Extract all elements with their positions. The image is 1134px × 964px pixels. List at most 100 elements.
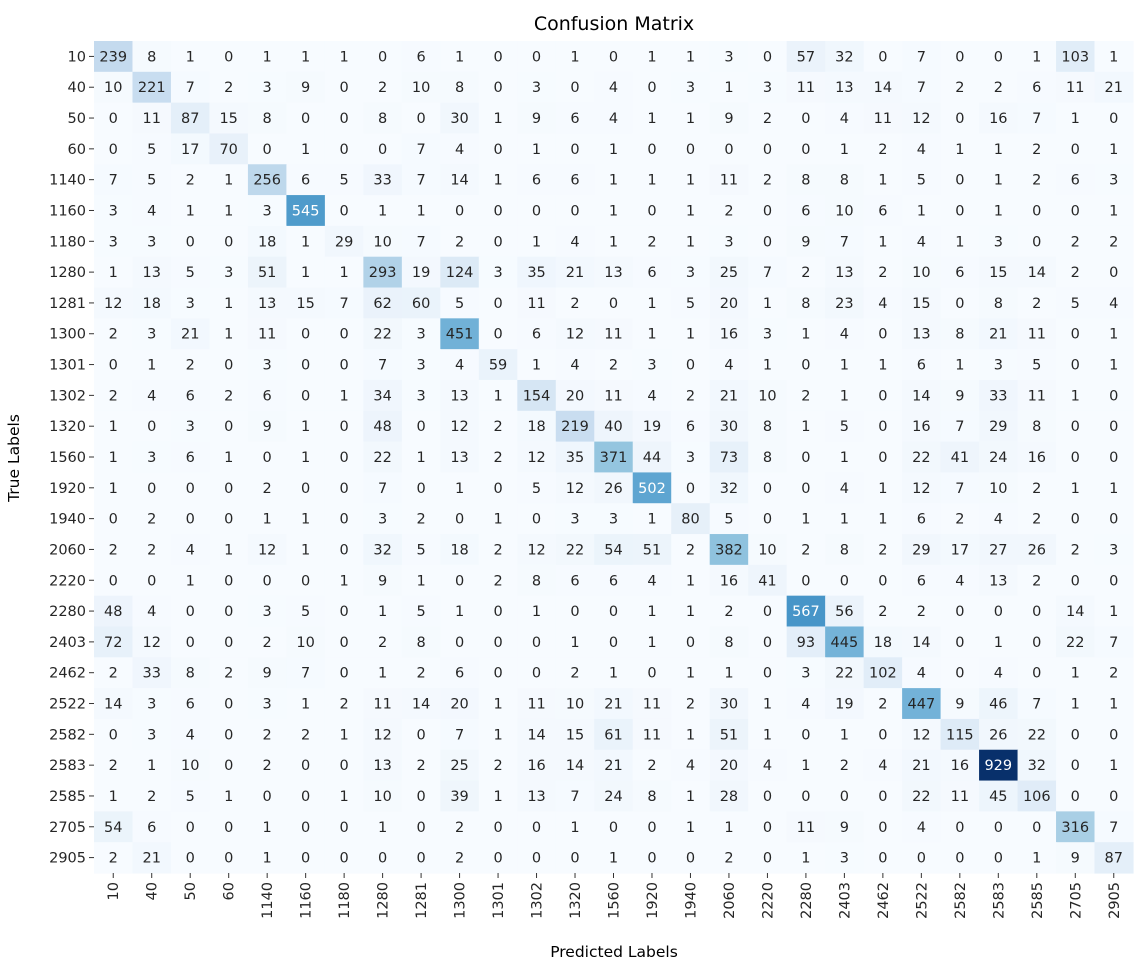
heatmap-cell xyxy=(786,349,826,381)
cell-value-label: 1 xyxy=(686,111,695,127)
cell-value-label: 445 xyxy=(831,635,859,651)
cell-value-label: 2 xyxy=(340,697,349,713)
heatmap-cell xyxy=(863,71,903,104)
heatmap-cell xyxy=(902,441,942,473)
heatmap-cell xyxy=(594,410,634,443)
heatmap-cell xyxy=(1094,811,1134,843)
cell-value-label: 2 xyxy=(801,388,810,404)
cell-value-label: 10 xyxy=(104,80,122,96)
heatmap-cell xyxy=(940,564,980,597)
heatmap-cell xyxy=(1017,472,1057,504)
heatmap-cell xyxy=(324,749,364,782)
heatmap-cell xyxy=(1056,287,1096,319)
cell-value-label: 44 xyxy=(643,450,661,466)
cell-value-label: 1 xyxy=(340,573,349,589)
cell-value-label: 0 xyxy=(955,635,964,651)
heatmap-cell xyxy=(786,534,826,566)
cell-value-label: 0 xyxy=(994,820,1003,836)
heatmap-cell xyxy=(363,472,403,504)
cell-value-label: 3 xyxy=(840,851,849,867)
cell-value-label: 2 xyxy=(109,758,118,774)
cell-value-label: 2 xyxy=(955,512,964,528)
cell-value-label: 0 xyxy=(416,851,425,867)
x-tick-label: 2280 xyxy=(799,882,815,919)
heatmap-cell xyxy=(863,41,903,73)
cell-value-label: 1 xyxy=(186,49,195,65)
heatmap-cell xyxy=(247,472,288,504)
heatmap-cell xyxy=(902,41,942,73)
heatmap-cell xyxy=(286,595,326,628)
heatmap-cell xyxy=(709,410,749,443)
cell-value-label: 0 xyxy=(301,358,310,374)
heatmap-cell xyxy=(748,718,788,751)
heatmap-cell xyxy=(170,379,211,412)
cell-value-label: 12 xyxy=(450,419,468,435)
cell-value-label: 0 xyxy=(416,789,425,805)
heatmap-cell xyxy=(1094,718,1134,751)
cell-value-label: 1 xyxy=(1071,388,1080,404)
heatmap-cell xyxy=(401,688,441,720)
heatmap-cell xyxy=(863,749,903,782)
cell-value-label: 5 xyxy=(1032,358,1041,374)
y-tick-label: 2220 xyxy=(49,573,86,589)
heatmap-cell xyxy=(209,225,249,258)
heatmap-cell xyxy=(478,349,518,381)
x-tick-label: 2585 xyxy=(1030,882,1046,919)
cell-value-label: 6 xyxy=(301,173,310,189)
cell-value-label: 0 xyxy=(763,666,772,682)
cell-value-label: 11 xyxy=(604,388,622,404)
heatmap-cell xyxy=(170,256,211,289)
cell-value-label: 1 xyxy=(686,666,695,682)
cell-value-label: 1 xyxy=(955,142,964,158)
cell-value-label: 2 xyxy=(1032,296,1041,312)
heatmap-cell xyxy=(517,410,557,443)
heatmap-cell xyxy=(1017,225,1057,258)
cell-value-label: 1 xyxy=(493,727,502,743)
cell-value-label: 0 xyxy=(493,820,502,836)
heatmap-cell xyxy=(709,564,749,597)
cell-value-label: 0 xyxy=(378,851,387,867)
heatmap-cell xyxy=(632,164,672,196)
cell-value-label: 2 xyxy=(647,758,656,774)
cell-value-label: 1 xyxy=(1071,481,1080,497)
cell-value-label: 2 xyxy=(109,542,118,558)
heatmap-cell xyxy=(1056,318,1096,350)
cell-value-label: 0 xyxy=(109,512,118,528)
cell-value-label: 51 xyxy=(720,727,738,743)
heatmap-cell xyxy=(940,41,980,73)
cell-value-label: 0 xyxy=(878,727,887,743)
y-tick-label: 2905 xyxy=(49,851,86,867)
cell-value-label: 10 xyxy=(373,789,391,805)
cell-value-label: 4 xyxy=(840,481,849,497)
heatmap-cell xyxy=(632,225,672,258)
heatmap-cell xyxy=(363,441,403,473)
heatmap-cell xyxy=(863,626,903,658)
cell-value-label: 0 xyxy=(109,727,118,743)
cell-value-label: 13 xyxy=(989,573,1007,589)
heatmap-cell xyxy=(1094,102,1134,135)
heatmap-cell xyxy=(786,626,826,658)
heatmap-cell xyxy=(401,718,441,751)
heatmap-cell xyxy=(1094,256,1134,289)
cell-value-label: 7 xyxy=(1109,820,1118,836)
cell-value-label: 0 xyxy=(340,758,349,774)
cell-value-label: 56 xyxy=(835,604,853,620)
heatmap-cell xyxy=(170,842,211,874)
cell-value-label: 2 xyxy=(724,851,733,867)
cell-value-label: 0 xyxy=(224,419,233,435)
cell-value-label: 0 xyxy=(340,604,349,620)
heatmap-cell xyxy=(94,225,134,258)
heatmap-cell xyxy=(594,71,634,104)
cell-value-label: 27 xyxy=(989,542,1007,558)
heatmap-cell xyxy=(671,41,711,73)
cell-value-label: 4 xyxy=(955,573,964,589)
cell-value-label: 20 xyxy=(566,388,584,404)
chart-title: Confusion Matrix xyxy=(534,13,694,35)
heatmap-cell xyxy=(709,811,749,843)
cell-value-label: 2 xyxy=(840,758,849,774)
y-tick-label: 2522 xyxy=(49,697,86,713)
cell-value-label: 1 xyxy=(493,173,502,189)
heatmap-cell xyxy=(324,379,364,412)
heatmap-cell xyxy=(902,225,942,258)
